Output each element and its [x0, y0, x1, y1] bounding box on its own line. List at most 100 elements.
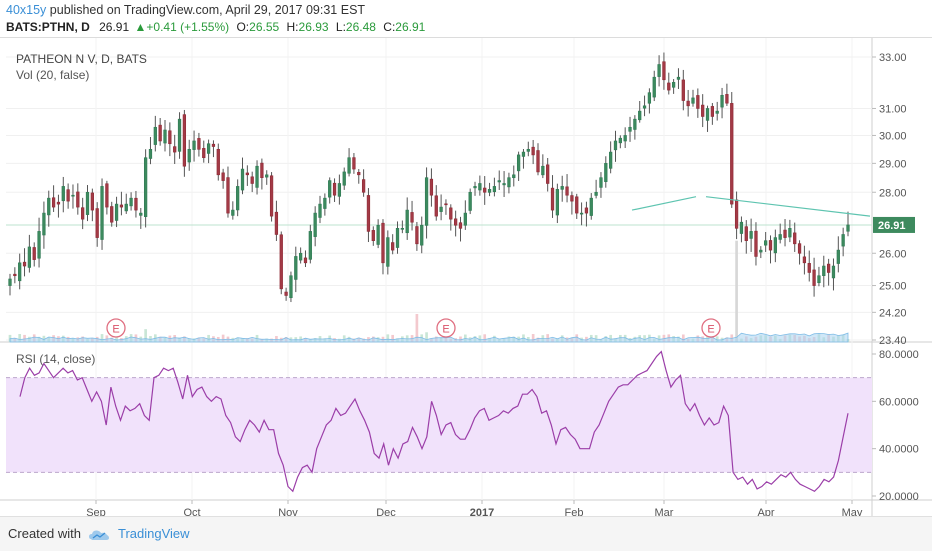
candle-body: [221, 172, 225, 181]
candle-body: [628, 126, 632, 132]
volume-bar: [299, 336, 302, 342]
price-chart[interactable]: E E E 23.40 24.20 25.00 26.00 28.00 29.00 30.00 3…: [0, 38, 932, 516]
earnings-marker[interactable]: [701, 318, 721, 338]
candle-body: [541, 165, 545, 176]
volume-bar: [483, 334, 487, 342]
candle-body: [71, 194, 75, 197]
candle-body: [100, 186, 104, 240]
header-divider: [0, 37, 932, 38]
candle-body: [783, 229, 787, 238]
tradingview-cloud-icon: [89, 530, 109, 540]
candle-body: [66, 189, 70, 202]
candle-body: [449, 207, 453, 220]
candle-body: [366, 195, 371, 232]
candle-body: [831, 265, 836, 279]
candle-body: [565, 186, 569, 196]
candle-body: [536, 150, 540, 173]
volume-bar: [207, 334, 210, 342]
high-label: H:: [286, 20, 299, 34]
rsi-tick-label: 20.0000: [879, 491, 919, 503]
candle-body: [110, 206, 114, 223]
publish-info: 40x15y published on TradingView.com, Apr…: [6, 3, 365, 17]
candle-body: [177, 118, 182, 152]
candle-body: [95, 208, 99, 238]
candle-body: [458, 222, 463, 229]
price-tick-label: 28.00: [879, 187, 907, 199]
volume-bar: [42, 335, 46, 342]
up-arrow-icon: ▲: [134, 20, 147, 34]
candle-body: [555, 189, 559, 216]
candle-body: [463, 212, 467, 226]
candle-body: [129, 197, 133, 207]
candle-body: [260, 162, 264, 178]
candle-body: [546, 164, 550, 184]
volume-bar: [546, 334, 550, 342]
candle-body: [32, 247, 36, 260]
candle-body: [226, 177, 230, 214]
candle-body: [705, 108, 710, 121]
candle-body: [720, 94, 724, 108]
candle-body: [236, 186, 240, 211]
candle-body: [143, 157, 148, 217]
candle-body: [691, 97, 695, 104]
volume-bar: [643, 335, 646, 342]
candle-body: [22, 261, 27, 267]
candle-body: [279, 234, 283, 290]
candle-body: [618, 137, 622, 144]
close-value: 26.91: [395, 20, 426, 34]
candle-body: [56, 201, 61, 205]
time-tick-label: Feb: [565, 507, 584, 516]
candle-body: [386, 237, 390, 267]
candle-body: [429, 178, 434, 196]
tradingview-link[interactable]: TradingView: [118, 526, 190, 541]
price-tick-label: 29.00: [879, 158, 907, 170]
volume-ma-area: [9, 332, 849, 343]
candle-body: [231, 209, 235, 216]
candle-body: [420, 224, 424, 246]
low-value: 26.48: [345, 20, 376, 34]
candle-body: [701, 104, 705, 117]
low-label: L:: [335, 20, 346, 34]
candle-body: [594, 191, 598, 196]
candle-body: [410, 212, 414, 223]
candle-body: [395, 228, 400, 248]
earnings-marker[interactable]: [436, 318, 456, 338]
candle-body: [473, 186, 477, 189]
volume-bar: [585, 336, 588, 342]
price-tick-label: 30.00: [879, 130, 907, 142]
volume-bar: [115, 336, 118, 342]
candle-body: [163, 129, 167, 144]
candle-body: [245, 172, 249, 176]
candle-body: [609, 151, 613, 169]
candle-body: [153, 126, 157, 145]
candle-body: [400, 228, 404, 230]
candle-body: [686, 100, 690, 107]
candle-body: [667, 82, 671, 91]
candle-body: [148, 148, 153, 159]
candle-body: [197, 138, 201, 150]
candle-body: [250, 176, 254, 184]
candle-body: [206, 143, 211, 154]
candle-body: [47, 197, 51, 216]
volume-bar: [609, 334, 612, 342]
time-tick-label: Apr: [757, 507, 774, 516]
volume-bar: [657, 335, 661, 342]
candle-body: [478, 183, 482, 191]
candle-body: [303, 257, 308, 264]
author-link[interactable]: 40x15y: [6, 3, 47, 17]
candle-body: [139, 212, 143, 216]
earnings-marker[interactable]: [106, 318, 126, 338]
volume-bar: [415, 314, 419, 342]
candle-body: [793, 232, 797, 245]
candle-body: [768, 240, 773, 251]
candle-body: [507, 177, 511, 188]
candle-body: [807, 263, 811, 273]
candle-body: [328, 180, 332, 198]
candle-body: [836, 249, 840, 264]
candle-body: [739, 221, 744, 234]
candle-body: [671, 82, 676, 88]
candle-body: [516, 154, 521, 172]
candle-body: [710, 106, 715, 117]
candle-body: [444, 203, 448, 206]
candle-body: [696, 95, 700, 109]
